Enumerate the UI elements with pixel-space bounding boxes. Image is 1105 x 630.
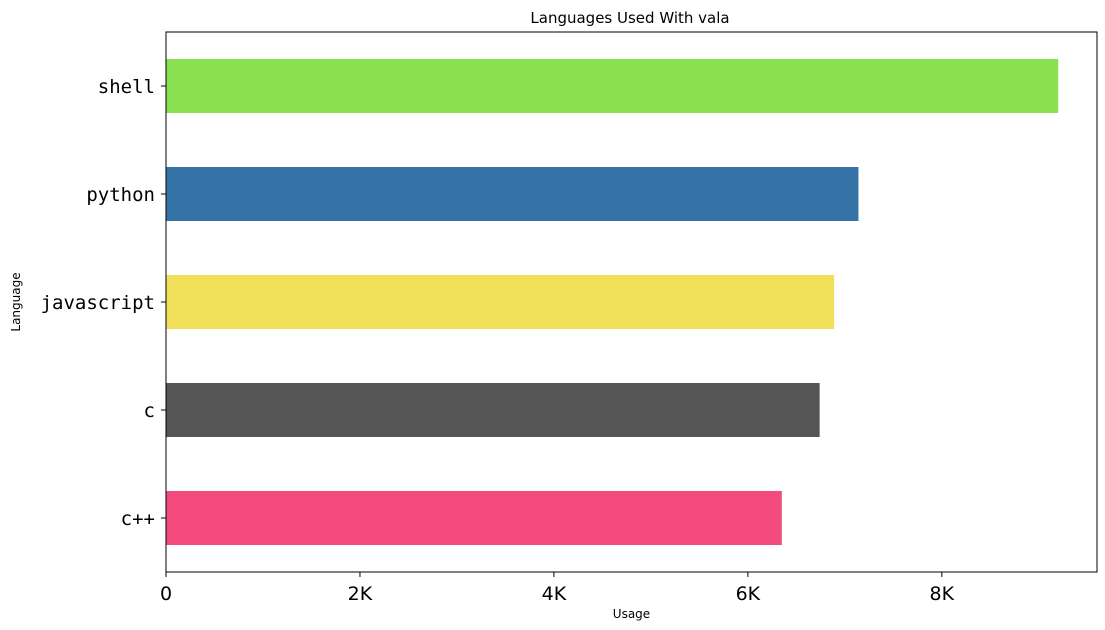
x-tick-label: 6K <box>736 583 761 605</box>
y-tick-label: shell <box>98 76 155 98</box>
bars-group <box>166 59 1059 545</box>
x-tick-label: 0 <box>160 583 172 605</box>
x-ticks-group: 0 2K 4K 6K 8K <box>160 572 955 605</box>
y-tick-label: c++ <box>121 508 155 530</box>
x-tick-label: 4K <box>542 583 567 605</box>
bar-javascript <box>166 275 835 329</box>
y-ticks-group: shell python javascript c c++ <box>41 76 166 530</box>
y-tick-label: python <box>86 184 155 206</box>
plot-frame <box>165 31 1098 573</box>
bar-c <box>166 383 820 437</box>
x-tick-label: 2K <box>348 583 373 605</box>
x-tick-label: 8K <box>930 583 955 605</box>
chart-title: Languages Used With vala <box>530 9 729 27</box>
y-axis-label: Language <box>9 272 23 331</box>
y-tick-label: javascript <box>41 292 155 314</box>
y-tick-label: c <box>144 400 155 422</box>
bar-shell <box>166 59 1059 113</box>
bar-c++ <box>166 491 782 545</box>
bar-python <box>166 167 859 221</box>
x-axis-label: Usage <box>613 607 650 621</box>
